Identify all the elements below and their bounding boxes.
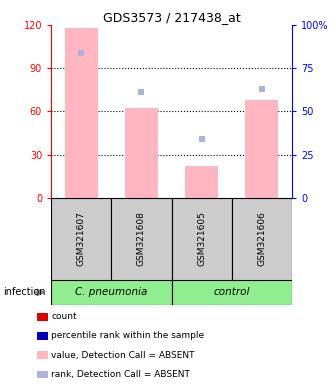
Text: GSM321607: GSM321607 [77,212,86,266]
Bar [125,108,158,198]
Text: GSM321605: GSM321605 [197,212,206,266]
Text: GSM321606: GSM321606 [257,212,266,266]
Bar [246,100,279,198]
Text: control: control [214,287,250,298]
Text: count: count [51,312,77,321]
Bar [37,313,48,321]
Bar [37,371,48,378]
Bar [172,280,292,305]
Bar [51,198,112,280]
Bar [65,28,98,198]
Text: infection: infection [3,287,46,298]
Bar [185,166,218,198]
Bar [37,332,48,340]
Text: C. pneumonia: C. pneumonia [75,287,148,298]
Title: GDS3573 / 217438_at: GDS3573 / 217438_at [103,11,241,24]
Text: percentile rank within the sample: percentile rank within the sample [51,331,205,341]
Text: GSM321608: GSM321608 [137,212,146,266]
Text: rank, Detection Call = ABSENT: rank, Detection Call = ABSENT [51,370,190,379]
Point [139,89,144,95]
Point [199,136,204,142]
Point [259,86,265,92]
Bar [112,198,172,280]
Bar [172,198,232,280]
Bar [37,351,48,359]
Bar [232,198,292,280]
Text: value, Detection Call = ABSENT: value, Detection Call = ABSENT [51,351,195,360]
Bar [51,280,172,305]
Point [79,50,84,56]
